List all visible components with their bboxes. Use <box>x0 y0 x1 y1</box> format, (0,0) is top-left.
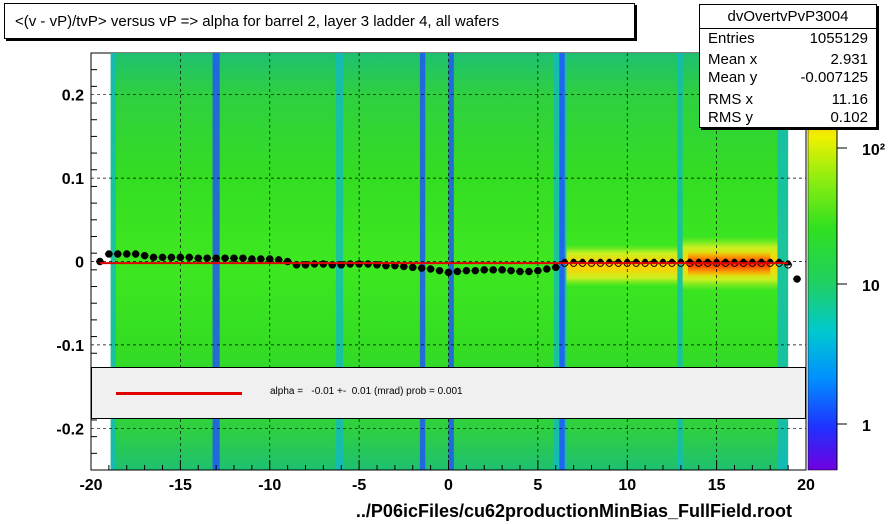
profile-point <box>257 255 265 263</box>
x-tick-label: 15 <box>708 477 726 494</box>
profile-point <box>140 251 149 260</box>
profile-point <box>525 267 533 276</box>
y-tick-label: 0.2 <box>62 88 84 105</box>
profile-point <box>158 253 167 262</box>
heatmap-cyan-stripe <box>110 53 117 470</box>
palette-tick-label: 10 <box>862 278 880 295</box>
x-tick-label: -5 <box>352 477 366 494</box>
profile-point <box>194 254 202 262</box>
profile-point <box>185 253 194 262</box>
legend-fit-line <box>116 392 242 395</box>
stats-value: 2.931 <box>830 51 868 68</box>
profile-point <box>552 263 560 272</box>
stats-divider <box>700 28 876 29</box>
profile-point <box>516 267 524 276</box>
stats-key: RMS y <box>708 109 753 126</box>
x-tick-label: 10 <box>618 477 636 494</box>
profile-point <box>131 250 140 258</box>
profile-point <box>221 254 229 262</box>
stats-box: dvOvertvPvP3004 Entries 1055129 Mean x 2… <box>699 4 877 128</box>
x-tick-label: -15 <box>169 477 192 494</box>
x-tick-label: 0 <box>444 477 453 494</box>
profile-point <box>489 266 497 274</box>
title-box: <(v - vP)/tvP> versus vP => alpha for ba… <box>4 3 635 39</box>
profile-point <box>203 254 211 262</box>
profile-point <box>266 255 274 263</box>
x-tick-label: 20 <box>797 477 815 494</box>
profile-point <box>426 265 435 273</box>
palette-tick-label: 1 <box>862 418 871 435</box>
stats-key: RMS x <box>708 91 753 108</box>
profile-points <box>95 250 802 283</box>
profile-point <box>453 267 462 276</box>
y-tick-label: -0.2 <box>56 421 84 438</box>
stats-value: -0.007125 <box>800 69 868 86</box>
y-tick-label: -0.1 <box>56 338 84 355</box>
stats-key: Mean x <box>708 51 758 68</box>
profile-point <box>462 266 471 275</box>
profile-point <box>534 266 542 275</box>
stats-value: 11.16 <box>831 91 868 108</box>
profile-point <box>123 250 131 258</box>
stats-row-rms-y: RMS y 0.102 <box>708 109 868 129</box>
profile-point <box>212 254 220 262</box>
profile-point <box>498 266 506 274</box>
profile-point <box>239 254 247 262</box>
stats-row-mean-x: Mean x 2.931 <box>708 51 868 71</box>
profile-point <box>176 253 185 262</box>
profile-point <box>444 268 453 277</box>
stats-row-rms-x: RMS x 11.16 <box>708 91 868 111</box>
profile-point <box>417 264 426 272</box>
y-tick-label: 0.1 <box>62 171 84 188</box>
stats-key: Mean y <box>708 69 758 86</box>
profile-point <box>793 275 801 283</box>
stats-row-entries: Entries 1055129 <box>708 30 868 50</box>
profile-point <box>471 266 480 275</box>
profile-point <box>105 250 113 258</box>
palette-tick-label: 10² <box>862 142 885 159</box>
profile-point <box>400 262 408 271</box>
profile-point <box>543 265 551 273</box>
profile-point <box>248 255 256 263</box>
profile-point <box>507 266 515 275</box>
chart-title: <(v - vP)/tvP> versus vP => alpha for ba… <box>15 13 500 30</box>
source-file-label: ../P06icFiles/cu62productionMinBias_Full… <box>355 501 792 521</box>
profile-point <box>114 250 122 258</box>
profile-point <box>230 254 238 262</box>
stats-key: Entries <box>708 30 755 47</box>
legend-fit-text: alpha = -0.01 +- 0.01 (mrad) prob = 0.00… <box>270 386 463 397</box>
x-tick-label: -20 <box>79 477 102 494</box>
stats-value: 0.102 <box>830 109 868 126</box>
stats-title: dvOvertvPvP3004 <box>727 8 849 25</box>
x-tick-label: 5 <box>533 477 542 494</box>
stats-row-mean-y: Mean y -0.007125 <box>708 69 868 89</box>
y-tick-label: 0 <box>75 255 84 272</box>
profile-point <box>480 266 488 274</box>
profile-point <box>274 256 283 264</box>
profile-point <box>409 263 417 272</box>
profile-point <box>149 253 158 262</box>
profile-point <box>435 266 444 275</box>
fit-legend: alpha = -0.01 +- 0.01 (mrad) prob = 0.00… <box>91 367 806 419</box>
profile-point <box>167 253 176 262</box>
x-tick-label: -10 <box>258 477 281 494</box>
axes: -20 -15 -10 -5 0 5 10 15 20 0.2 0.1 0 -0.1 -0.2 <box>56 52 815 494</box>
stats-value: 1055129 <box>809 30 868 47</box>
